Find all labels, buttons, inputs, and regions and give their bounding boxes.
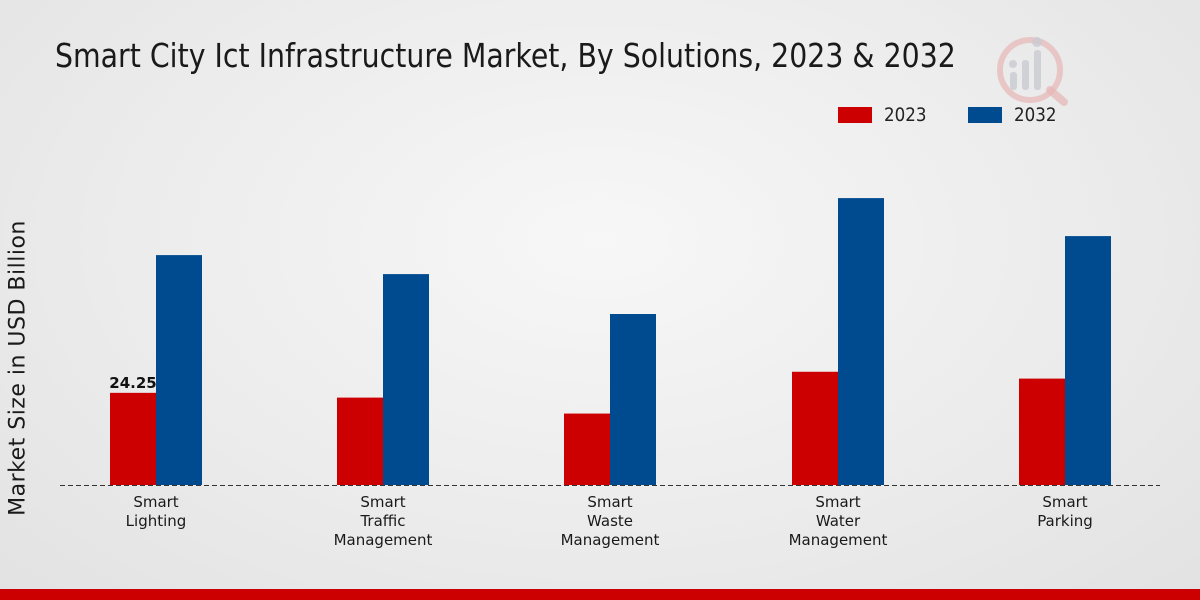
- bar-2023-1: [337, 397, 383, 485]
- bar-2023-2: [564, 413, 610, 485]
- data-label-0: 24.25: [109, 374, 156, 392]
- footer-accent-bar: [0, 589, 1200, 600]
- legend-item-2032: 2032: [968, 104, 1062, 126]
- x-tick-label-4: Smart Parking: [1037, 493, 1093, 530]
- x-tick-label-1: Smart Traffic Management: [334, 493, 433, 549]
- x-tick-label-3: Smart Water Management: [789, 493, 888, 549]
- bar-2032-2: [610, 314, 656, 485]
- legend-item-2023: 2023: [838, 104, 932, 126]
- bar-2023-3: [792, 371, 838, 485]
- legend-label-2023: 2023: [884, 104, 927, 126]
- x-tick-label-0: Smart Lighting: [126, 493, 187, 530]
- bar-2032-1: [383, 274, 429, 485]
- bar-2023-0: [110, 392, 156, 485]
- legend-swatch-2023: [838, 107, 872, 123]
- chart-title: Smart City Ict Infrastructure Market, By…: [55, 36, 956, 75]
- x-tick-label-2: Smart Waste Management: [561, 493, 660, 549]
- bar-2032-4: [1065, 236, 1111, 485]
- bar-2032-0: [156, 255, 202, 485]
- bar-2023-4: [1019, 378, 1065, 485]
- legend: 2023 2032: [838, 104, 1099, 126]
- legend-swatch-2032: [968, 107, 1003, 123]
- bar-2032-3: [838, 198, 884, 485]
- brand-logo-icon: [997, 37, 1068, 106]
- legend-label-2032: 2032: [1014, 104, 1057, 126]
